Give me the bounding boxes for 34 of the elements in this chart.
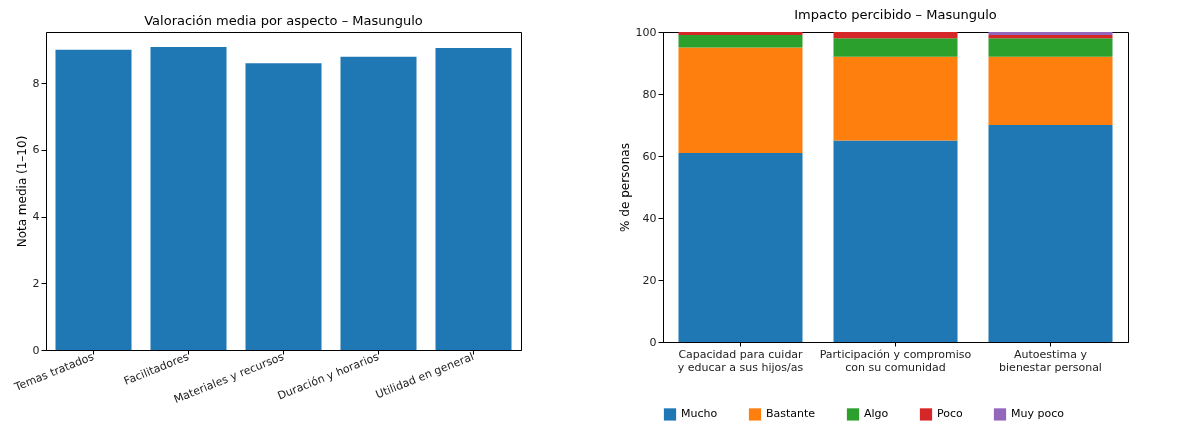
x-tick-label: Autoestima y bienestar personal xyxy=(999,347,1102,374)
y-tick-label: 40 xyxy=(642,211,657,225)
x-tick-label: Participación y compromiso con su comunidad xyxy=(819,347,972,374)
chart-title: Valoración media por aspecto – Masungulo xyxy=(144,13,423,28)
y-tick-label: 20 xyxy=(642,273,657,287)
legend-label: Mucho xyxy=(681,407,718,421)
y-tick-label: 100 xyxy=(635,25,657,39)
chart-title: Impacto percibido – Masungulo xyxy=(794,7,997,22)
y-axis-title: Nota media (1–10) xyxy=(14,135,29,248)
bar xyxy=(988,56,1113,125)
y-tick-label: 0 xyxy=(32,343,40,357)
legend-label: Poco xyxy=(937,407,964,421)
legend-label: Bastante xyxy=(766,407,816,421)
bar xyxy=(988,38,1113,57)
legend-label: Muy poco xyxy=(1011,407,1065,421)
y-tick-label: 60 xyxy=(642,149,657,163)
legend-label: Algo xyxy=(864,407,889,421)
y-axis-title: % de personas xyxy=(617,143,632,232)
bar xyxy=(833,140,958,342)
y-tick-label: 80 xyxy=(642,87,657,101)
bar xyxy=(678,47,803,153)
y-tick-label: 8 xyxy=(32,76,40,90)
bar xyxy=(678,152,803,342)
x-tick-label: Capacidad para cuidar y educar a sus hijos/as xyxy=(677,347,804,374)
bar xyxy=(678,32,803,36)
bar xyxy=(833,56,958,141)
y-tick-label: 2 xyxy=(32,276,40,290)
bar xyxy=(988,125,1113,342)
bar xyxy=(833,38,958,57)
y-tick-label: 0 xyxy=(649,335,657,349)
bar xyxy=(833,32,958,39)
bar xyxy=(678,35,803,48)
y-tick-label: 4 xyxy=(32,210,40,224)
y-tick-label: 6 xyxy=(32,143,40,157)
